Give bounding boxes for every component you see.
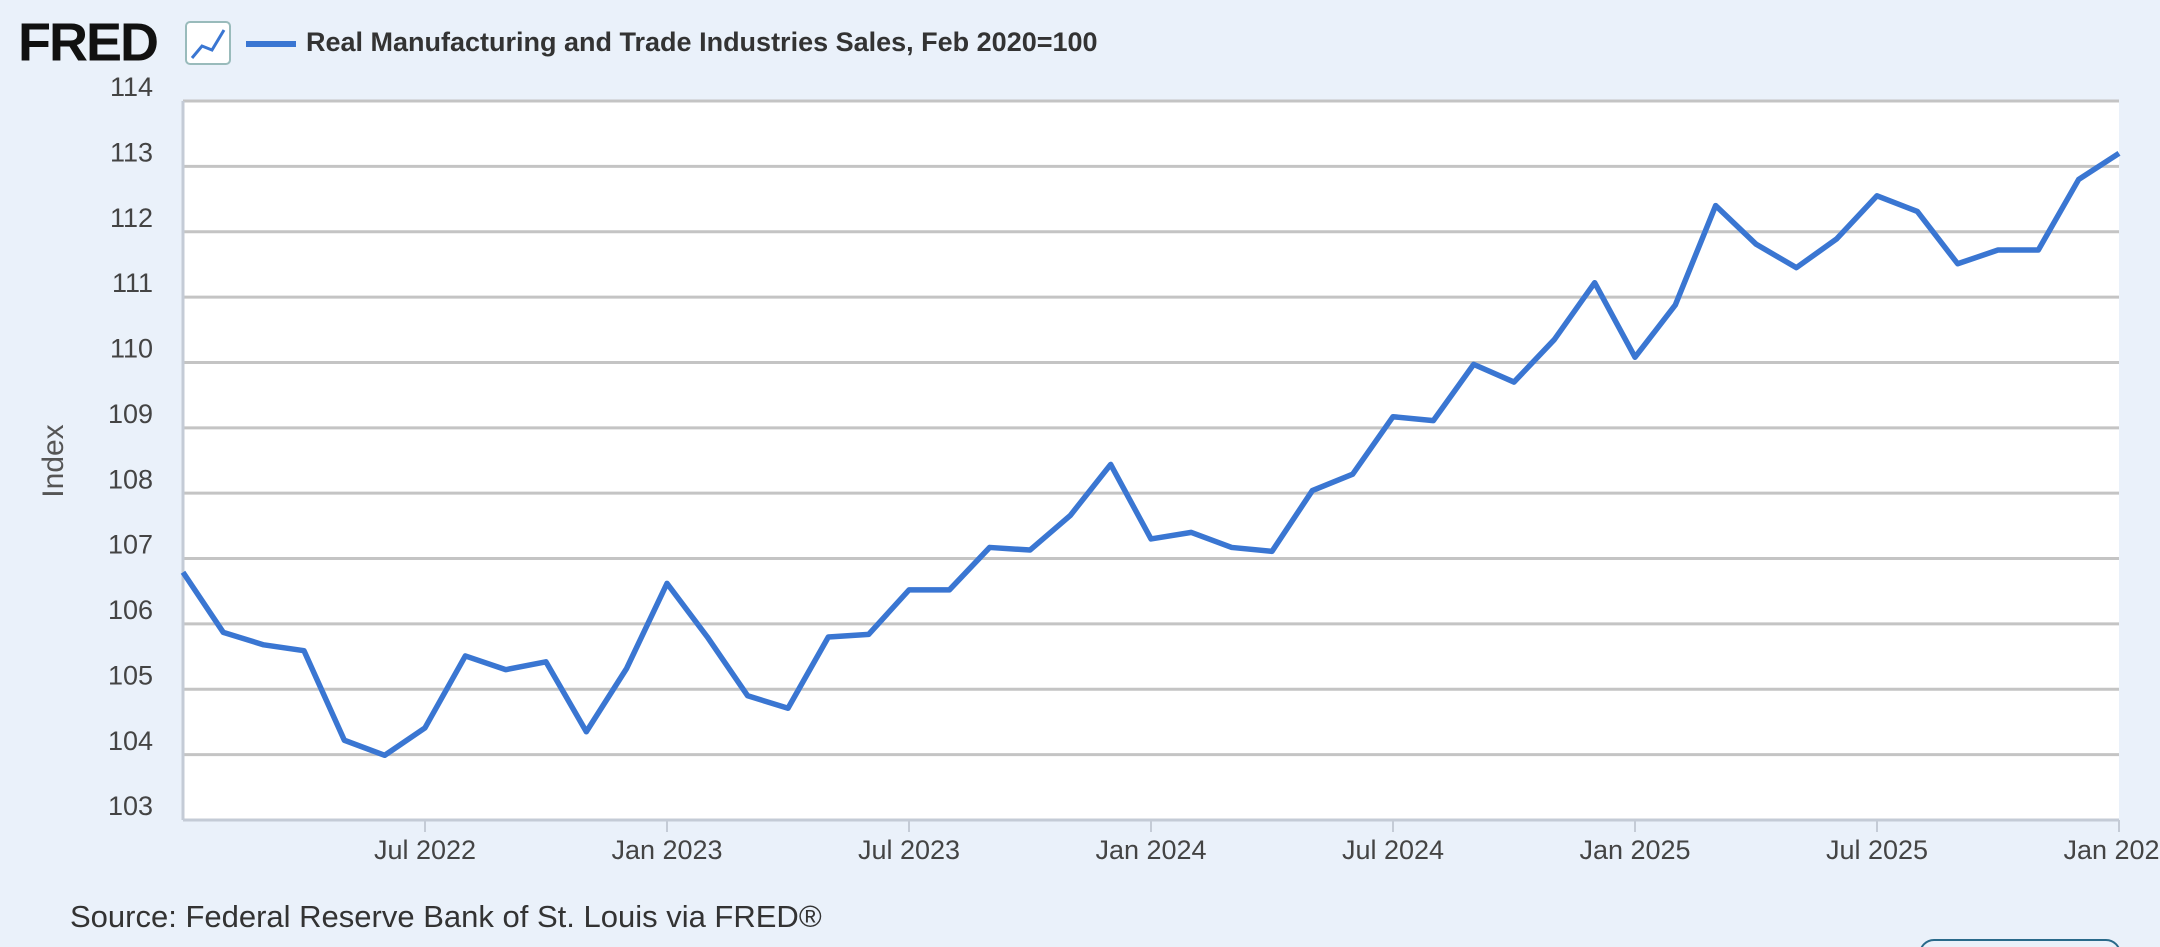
y-tick-label: 114	[110, 72, 153, 102]
legend-label: Real Manufacturing and Trade Industries …	[306, 27, 1098, 57]
button[interactable]	[1920, 939, 2120, 947]
x-tick-label: Jul 2024	[1342, 835, 1444, 865]
x-tick-label: Jul 2025	[1826, 835, 1928, 865]
y-tick-label: 104	[108, 726, 153, 756]
y-tick-label: 105	[108, 660, 153, 690]
y-tick-label: 113	[110, 137, 153, 167]
y-axis-label: Index	[37, 424, 70, 497]
x-tick-label: Jan 2023	[611, 835, 722, 865]
y-tick-label: 106	[108, 595, 153, 625]
y-tick-label: 111	[112, 268, 153, 298]
x-tick-label: Jul 2022	[374, 835, 476, 865]
logo: FRED	[18, 12, 157, 72]
x-tick-label: Jan 2026	[2063, 835, 2160, 865]
y-tick-label: 103	[108, 791, 153, 821]
data-line	[180, 150, 2121, 759]
x-tick-label: Jul 2023	[858, 835, 960, 865]
source-note: Source: Federal Reserve Bank of St. Loui…	[70, 899, 822, 934]
x-tick-label: Jan 2024	[1095, 835, 1206, 865]
y-tick-label: 112	[110, 203, 153, 233]
x-tick-label: Jan 2025	[1579, 835, 1690, 865]
y-tick-label: 110	[110, 334, 153, 364]
y-tick-label: 109	[108, 399, 153, 429]
y-tick-label: 108	[108, 464, 153, 494]
plot-area	[183, 100, 2119, 820]
graph-icon-line	[190, 29, 226, 59]
y-tick-label: 107	[108, 530, 153, 560]
